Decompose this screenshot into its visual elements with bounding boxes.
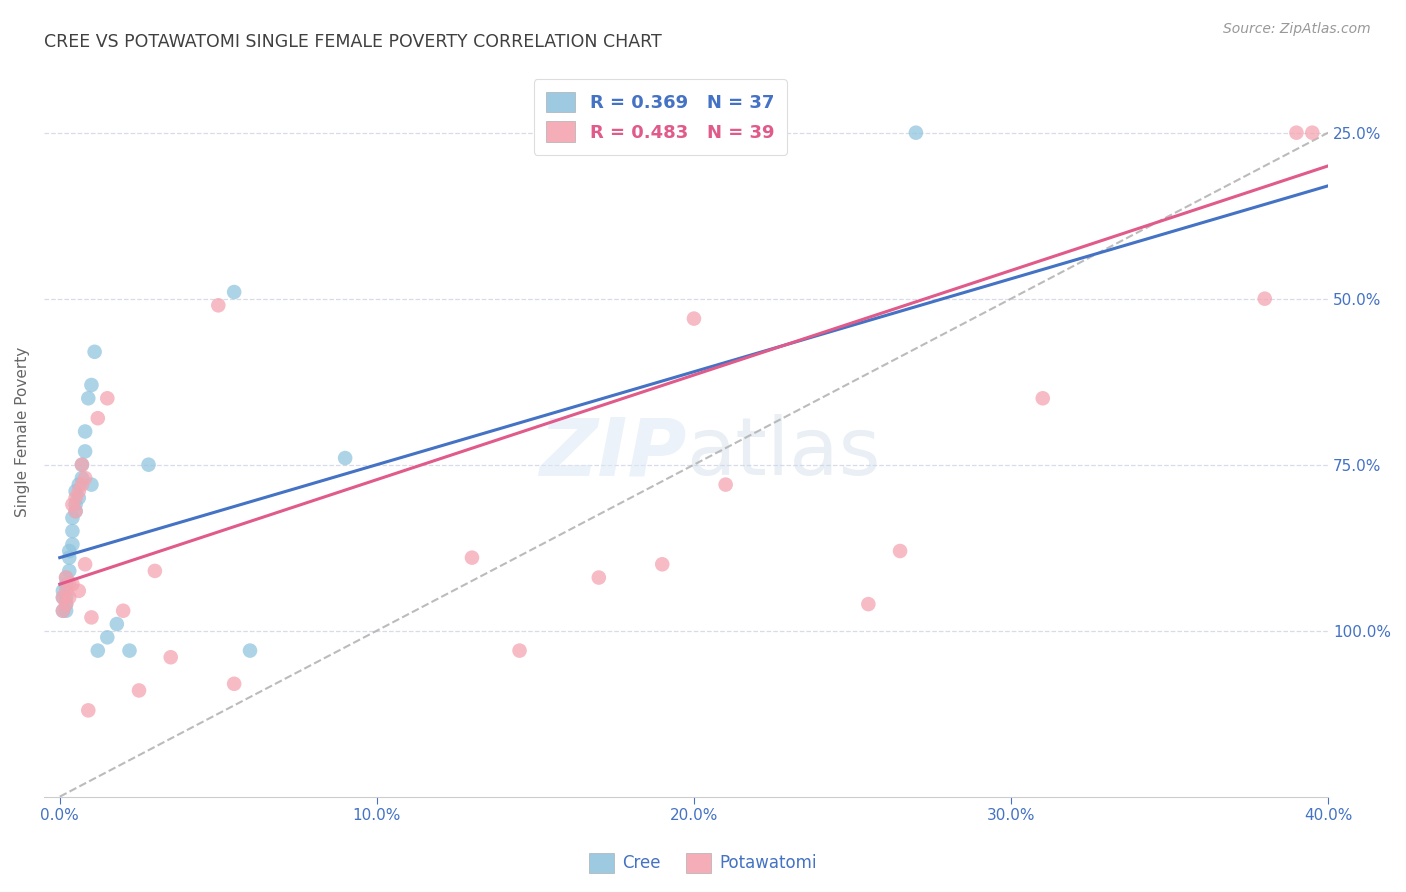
Point [58, 544, 80, 558]
Point [62, 510, 84, 524]
Point [239, 643, 262, 657]
Point [52, 591, 75, 605]
Point [62, 537, 84, 551]
Point [65, 504, 87, 518]
Point [138, 458, 160, 472]
Point [83, 344, 105, 359]
Point [75, 558, 97, 572]
Text: CREE VS POTAWATOMI SINGLE FEMALE POVERTY CORRELATION CHART: CREE VS POTAWATOMI SINGLE FEMALE POVERTY… [44, 33, 662, 51]
Point [58, 564, 80, 578]
Point [87, 643, 110, 657]
Legend: Cree, Potawatomi: Cree, Potawatomi [582, 847, 824, 880]
Point [58, 591, 80, 605]
Point [858, 597, 880, 611]
Point [70, 458, 93, 472]
Point [77, 392, 100, 406]
Point [143, 564, 166, 578]
Point [67, 583, 90, 598]
Point [52, 591, 75, 605]
Point [159, 650, 181, 665]
Point [65, 504, 87, 518]
Point [55, 570, 77, 584]
Point [62, 524, 84, 538]
Point [75, 471, 97, 485]
Point [55, 597, 77, 611]
Point [683, 311, 706, 326]
Point [1285, 126, 1308, 140]
Point [55, 597, 77, 611]
Point [1032, 392, 1054, 406]
Point [80, 610, 103, 624]
Text: ZIP: ZIP [538, 415, 686, 492]
Point [96, 392, 118, 406]
Point [333, 450, 356, 465]
Point [904, 126, 927, 140]
Text: atlas: atlas [686, 415, 880, 492]
Point [75, 425, 97, 439]
Point [58, 550, 80, 565]
Text: Source: ZipAtlas.com: Source: ZipAtlas.com [1223, 22, 1371, 37]
Point [52, 604, 75, 618]
Point [67, 491, 90, 505]
Point [70, 477, 93, 491]
Point [62, 577, 84, 591]
Point [55, 591, 77, 605]
Point [52, 583, 75, 598]
Point [55, 577, 77, 591]
Point [509, 643, 531, 657]
Point [70, 471, 93, 485]
Point [96, 630, 118, 644]
Point [224, 285, 246, 299]
Point [65, 498, 87, 512]
Point [1301, 126, 1323, 140]
Point [80, 378, 103, 392]
Y-axis label: Single Female Poverty: Single Female Poverty [15, 346, 30, 516]
Point [65, 484, 87, 499]
Point [70, 458, 93, 472]
Point [651, 558, 673, 572]
Point [1254, 292, 1277, 306]
Point [55, 604, 77, 618]
Point [80, 477, 103, 491]
Point [128, 683, 150, 698]
Point [651, 126, 673, 140]
Point [67, 477, 90, 491]
Point [58, 577, 80, 591]
Point [889, 544, 911, 558]
Point [55, 583, 77, 598]
Point [75, 444, 97, 458]
Point [118, 643, 141, 657]
Point [67, 484, 90, 499]
Point [65, 491, 87, 505]
Point [52, 604, 75, 618]
Point [112, 604, 135, 618]
Point [62, 498, 84, 512]
Legend: R = 0.369   N = 37, R = 0.483   N = 39: R = 0.369 N = 37, R = 0.483 N = 39 [534, 79, 787, 155]
Point [55, 570, 77, 584]
Point [77, 703, 100, 717]
Point [224, 677, 246, 691]
Point [714, 477, 737, 491]
Point [87, 411, 110, 425]
Point [461, 550, 484, 565]
Point [105, 617, 128, 632]
Point [207, 298, 229, 312]
Point [588, 570, 610, 584]
